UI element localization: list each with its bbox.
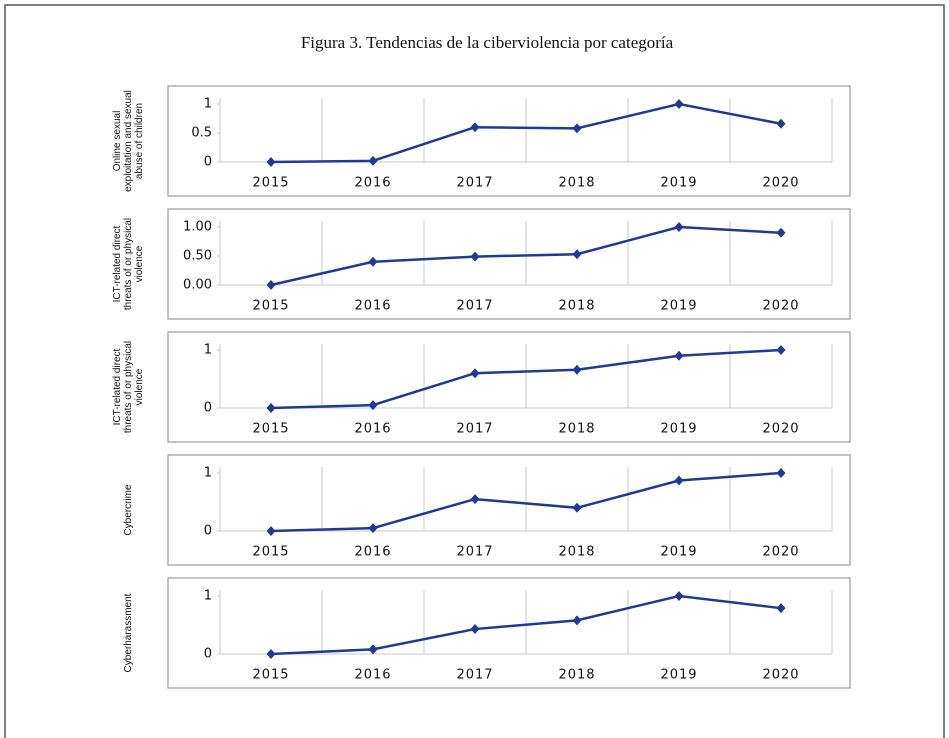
series-line — [270, 225, 782, 287]
y-tick-label: 1.00 — [183, 220, 212, 235]
frame — [4, 4, 945, 738]
point — [470, 624, 480, 635]
x-tick-label: 2017 — [456, 299, 493, 314]
y-tick-label: 1 — [204, 97, 212, 112]
point — [674, 99, 684, 109]
point — [674, 222, 684, 232]
x-tick-label: 2019 — [660, 299, 697, 314]
y-axis-label: Cyberharassment — [122, 593, 134, 673]
point — [368, 400, 378, 411]
y-tick-label: 0.00 — [183, 278, 212, 293]
panel-border — [167, 85, 851, 197]
point — [674, 350, 684, 361]
x-tick-label: 2019 — [660, 176, 697, 191]
point — [572, 364, 582, 375]
series-line — [270, 348, 782, 410]
y-tick-label: 0 — [204, 401, 212, 416]
x-tick-label: 2016 — [354, 422, 391, 437]
y-tick-label: 1 — [204, 343, 212, 358]
point — [674, 591, 684, 601]
y-tick-label: 1 — [204, 589, 212, 604]
y-axis-label: Cybercrime — [122, 484, 134, 536]
y-tick-label: 1 — [204, 466, 212, 481]
y-axis-label: ICT-related direct threats of or physica… — [111, 340, 145, 434]
point — [572, 249, 582, 260]
point — [776, 345, 786, 355]
x-tick-label: 2020 — [762, 299, 799, 314]
point — [776, 118, 786, 129]
point — [266, 403, 276, 413]
y-tick-label: 0.50 — [183, 249, 212, 264]
panel-border — [167, 577, 851, 689]
point — [776, 468, 786, 478]
x-tick-label: 2017 — [456, 668, 493, 683]
x-tick-label: 2020 — [762, 545, 799, 560]
x-tick-label: 2019 — [660, 668, 697, 683]
point — [368, 256, 378, 267]
x-tick-label: 2015 — [252, 176, 289, 191]
point — [266, 157, 276, 167]
point — [368, 155, 378, 166]
y-axis-label: ICT-related direct threats of or physica… — [111, 217, 145, 311]
panel-border — [167, 208, 851, 320]
point — [674, 475, 684, 486]
point — [572, 502, 582, 513]
panel-border — [167, 454, 851, 566]
point — [368, 644, 378, 655]
y-tick-label: 0 — [204, 155, 212, 170]
x-tick-label: 2016 — [354, 176, 391, 191]
x-tick-label: 2017 — [456, 545, 493, 560]
x-tick-label: 2016 — [354, 545, 391, 560]
y-axis-label: Online sexual exploitation and sexual ab… — [111, 90, 145, 192]
x-tick-label: 2017 — [456, 176, 493, 191]
point — [266, 526, 276, 536]
x-tick-label: 2015 — [252, 422, 289, 437]
point — [266, 649, 276, 659]
series-line — [270, 102, 782, 164]
panel-border — [167, 331, 851, 443]
x-tick-label: 2017 — [456, 422, 493, 437]
y-tick-label: 0 — [204, 524, 212, 539]
point — [470, 251, 480, 262]
point — [776, 227, 786, 238]
point — [368, 523, 378, 534]
point — [572, 123, 582, 134]
series-line — [270, 471, 782, 533]
figure-title: Figura 3. Tendencias de la ciberviolenci… — [301, 33, 674, 52]
x-tick-label: 2019 — [660, 545, 697, 560]
x-tick-label: 2018 — [558, 176, 595, 191]
x-tick-label: 2016 — [354, 668, 391, 683]
point — [266, 280, 276, 290]
point — [470, 494, 480, 505]
y-tick-label: 0.5 — [191, 126, 212, 141]
y-tick-label: 0 — [204, 647, 212, 662]
x-tick-label: 2020 — [762, 176, 799, 191]
point — [470, 368, 480, 379]
x-tick-label: 2018 — [558, 422, 595, 437]
x-tick-label: 2020 — [762, 668, 799, 683]
x-tick-label: 2020 — [762, 422, 799, 437]
point — [776, 603, 786, 614]
series-line — [270, 594, 782, 656]
x-tick-label: 2019 — [660, 422, 697, 437]
point — [572, 615, 582, 626]
point — [470, 122, 480, 133]
x-tick-label: 2015 — [252, 545, 289, 560]
x-tick-label: 2015 — [252, 668, 289, 683]
x-tick-label: 2015 — [252, 299, 289, 314]
x-tick-label: 2016 — [354, 299, 391, 314]
x-tick-label: 2018 — [558, 668, 595, 683]
x-tick-label: 2018 — [558, 545, 595, 560]
x-tick-label: 2018 — [558, 299, 595, 314]
